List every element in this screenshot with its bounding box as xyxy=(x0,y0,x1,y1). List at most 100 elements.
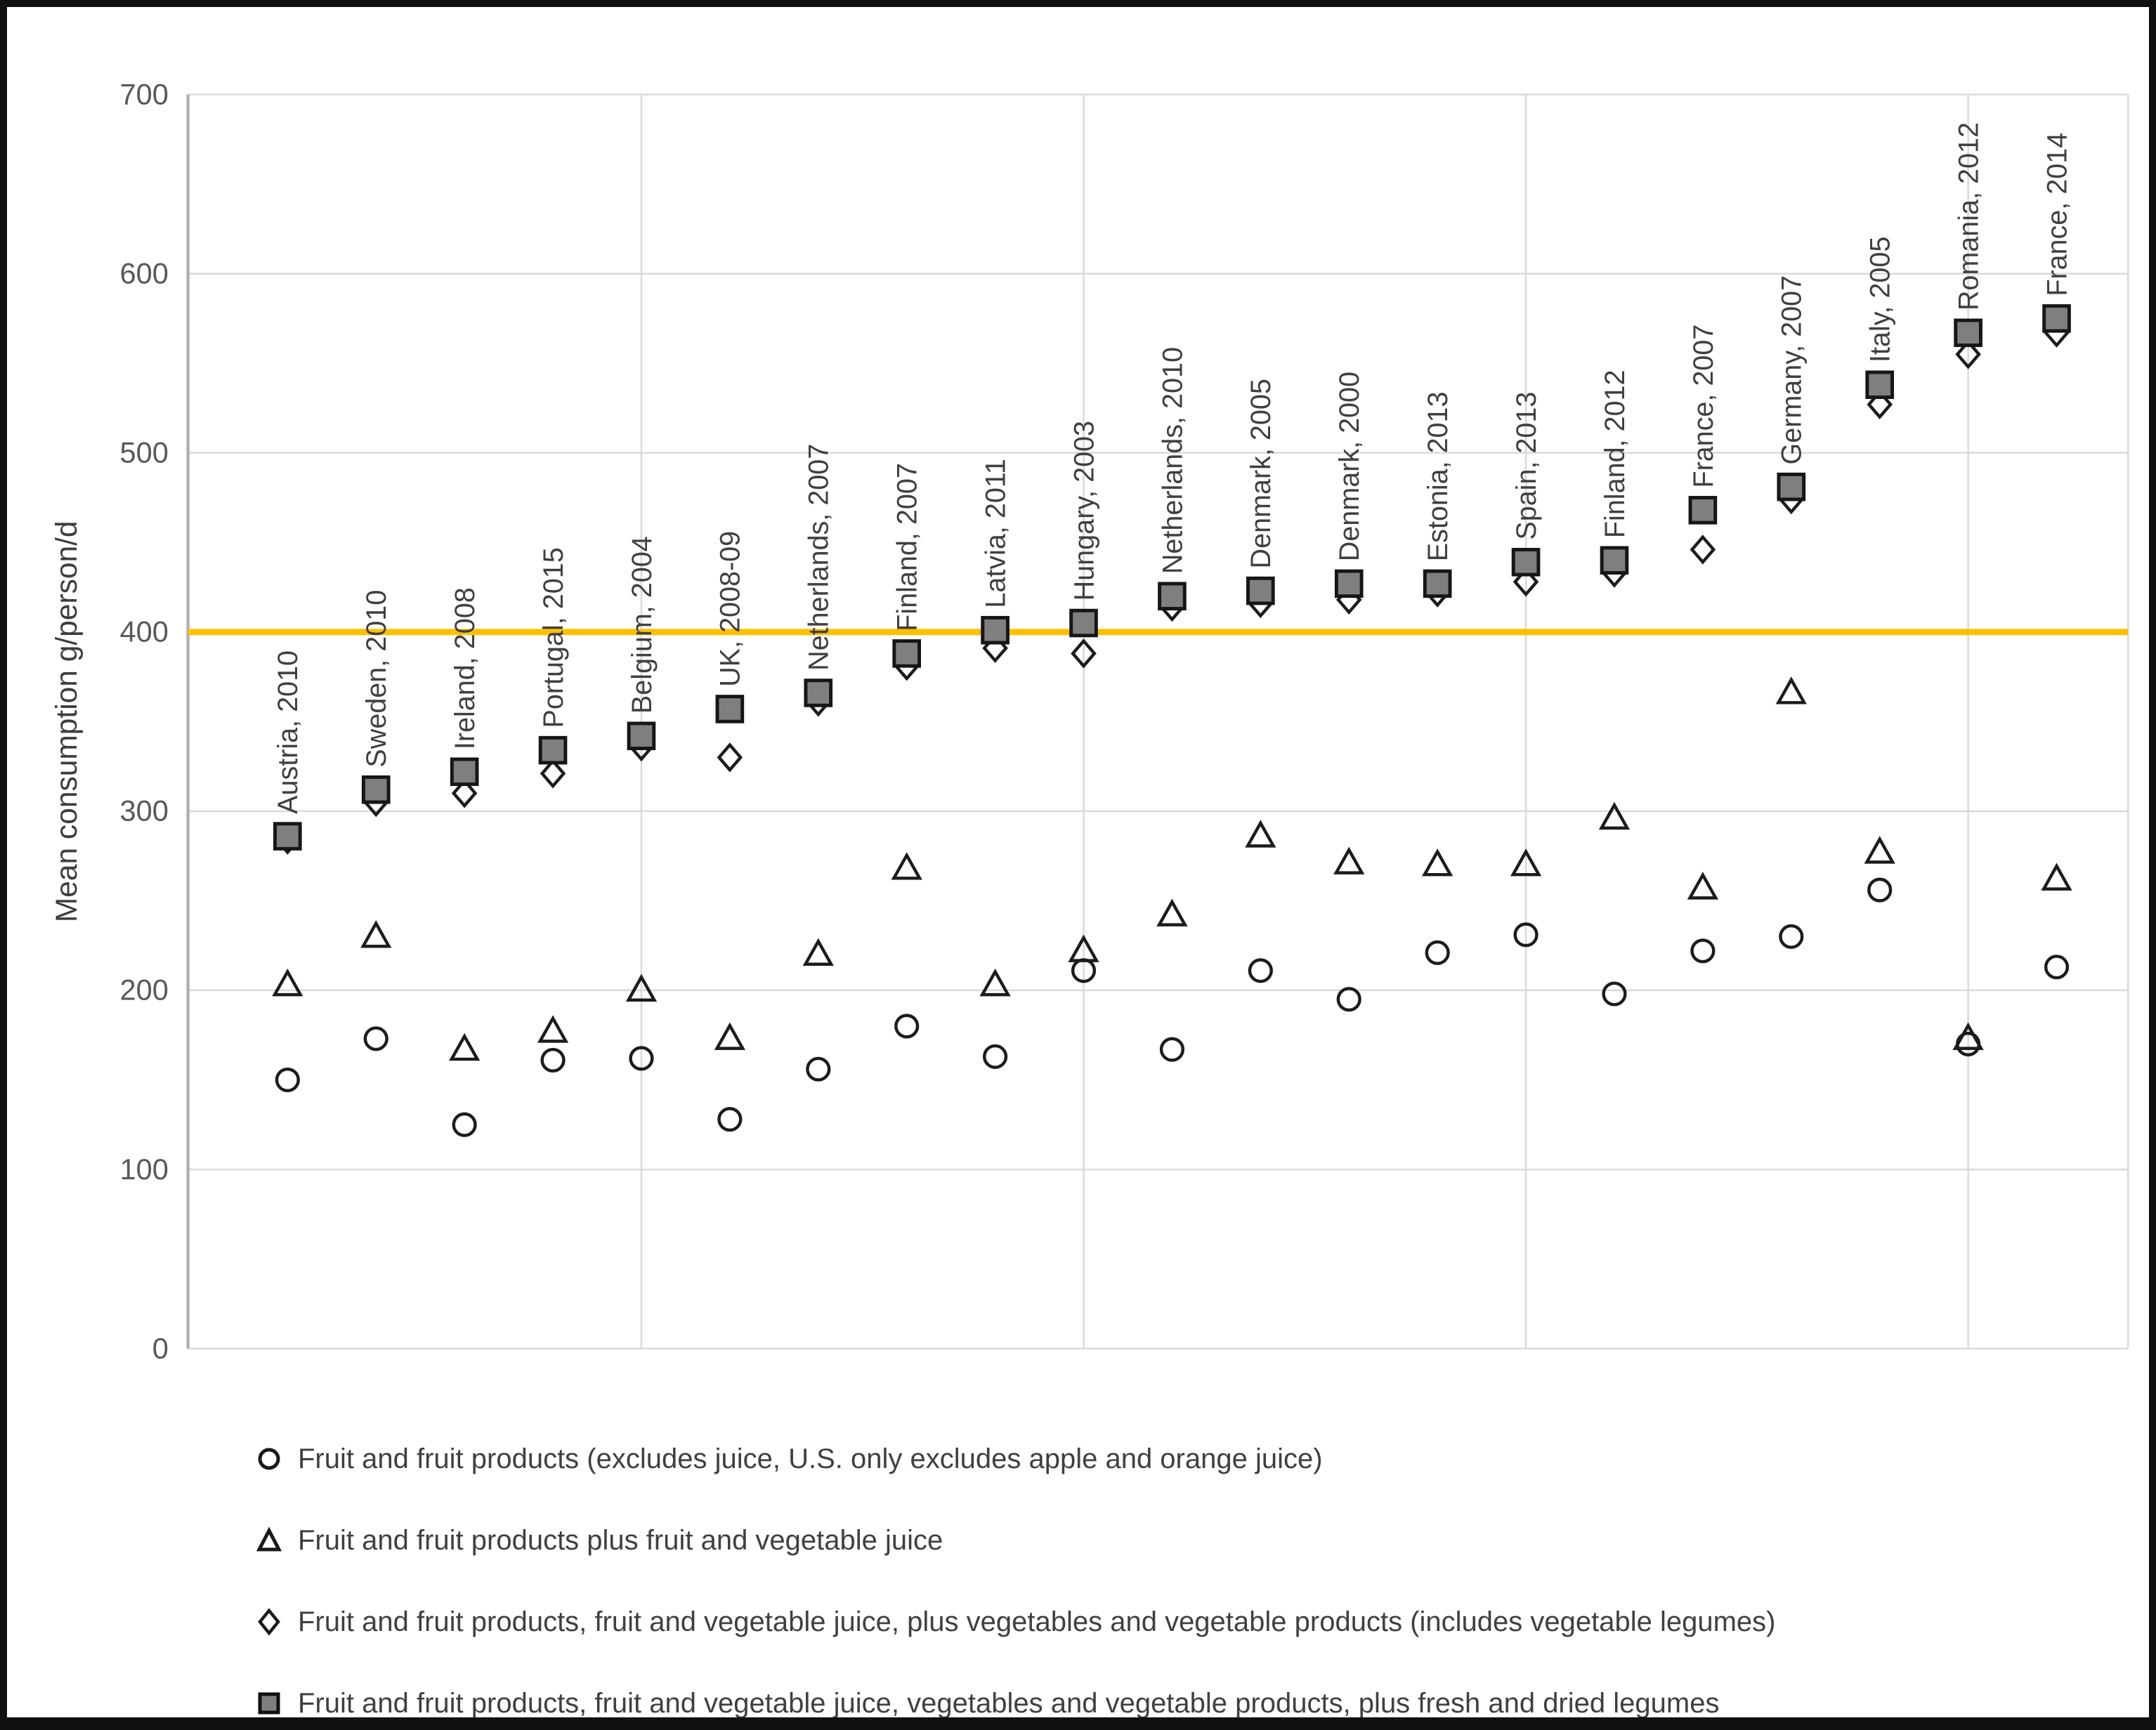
category-label: France, 2014 xyxy=(2041,133,2072,296)
category-label: Finland, 2007 xyxy=(892,463,923,631)
point-square xyxy=(1865,370,1895,400)
point-square xyxy=(715,695,745,723)
point-diamond xyxy=(540,759,566,789)
point-triangle xyxy=(979,968,1011,997)
point-diamond xyxy=(1071,638,1097,669)
category-label: Spain, 2013 xyxy=(1511,392,1542,540)
square-marker-icon xyxy=(258,1692,280,1715)
y-tick-label: 300 xyxy=(119,794,168,827)
circle-marker-icon xyxy=(258,1448,280,1470)
point-square xyxy=(1511,548,1541,577)
category-label: Finland, 2012 xyxy=(1600,370,1631,539)
point-triangle xyxy=(1864,836,1895,864)
category-label: Ireland, 2008 xyxy=(450,587,481,749)
point-circle xyxy=(1159,1037,1185,1062)
legend-label-fruit-juice-vegetables-legumes: Fruit and fruit products, fruit and vege… xyxy=(298,1688,1720,1719)
category-label: Germany, 2007 xyxy=(1777,275,1808,465)
point-triangle xyxy=(1687,872,1719,900)
legend-label-fruit-juice-vegetables: Fruit and fruit products, fruit and vege… xyxy=(298,1606,1776,1637)
point-triangle xyxy=(1952,1022,1984,1050)
point-square xyxy=(361,775,391,804)
point-triangle xyxy=(360,920,392,948)
point-square xyxy=(1688,496,1718,525)
point-square xyxy=(1600,546,1629,575)
category-label: Hungary, 2003 xyxy=(1069,421,1099,601)
y-axis-title: Mean consumption g/person/d xyxy=(50,520,84,922)
point-circle xyxy=(629,1046,654,1071)
point-square xyxy=(273,822,302,851)
category-label: Netherlands, 2010 xyxy=(1157,347,1188,574)
y-tick-label: 100 xyxy=(119,1153,168,1186)
point-circle xyxy=(1690,938,1716,964)
point-triangle xyxy=(1510,848,1542,877)
point-triangle xyxy=(449,1033,481,1061)
category-label: Belgium, 2004 xyxy=(627,536,658,714)
point-square xyxy=(981,615,1010,645)
legend-item-fruit-only: Fruit and fruit products (excludes juice… xyxy=(254,1444,1323,1474)
y-tick-label: 500 xyxy=(119,436,168,469)
point-circle xyxy=(1602,981,1627,1007)
category-label: Denmark, 2000 xyxy=(1334,372,1365,561)
point-circle xyxy=(1779,924,1804,949)
point-circle xyxy=(717,1107,743,1132)
category-label: Denmark, 2005 xyxy=(1246,379,1276,568)
category-label: Netherlands, 2007 xyxy=(804,444,835,671)
point-square xyxy=(538,735,568,765)
category-label: UK, 2008-09 xyxy=(715,531,746,687)
category-label: Estonia, 2013 xyxy=(1423,391,1453,561)
y-tick-label: 700 xyxy=(119,77,168,110)
point-circle xyxy=(540,1047,566,1073)
point-circle xyxy=(983,1044,1008,1069)
point-square xyxy=(1158,582,1187,611)
point-diamond xyxy=(1867,389,1893,420)
point-circle xyxy=(1867,877,1893,903)
point-triangle xyxy=(714,1022,746,1050)
point-square xyxy=(1246,576,1275,605)
point-square xyxy=(1777,472,1806,502)
legend-item-fruit-juice-vegetables: Fruit and fruit products, fruit and vege… xyxy=(254,1607,1775,1637)
point-triangle xyxy=(2041,863,2072,891)
point-triangle xyxy=(1598,801,1631,830)
point-triangle xyxy=(1245,820,1276,848)
point-triangle xyxy=(891,852,922,880)
point-circle xyxy=(1425,940,1450,965)
point-circle xyxy=(806,1056,831,1082)
y-tick-label: 600 xyxy=(119,257,168,290)
point-circle xyxy=(1336,987,1361,1012)
category-label: Portugal, 2015 xyxy=(538,547,569,728)
point-triangle xyxy=(1068,934,1099,962)
point-diamond xyxy=(717,742,743,773)
point-triangle xyxy=(1156,898,1188,926)
point-circle xyxy=(894,1014,920,1039)
category-label: Romania, 2012 xyxy=(1953,122,1984,310)
point-square xyxy=(2042,304,2071,333)
category-label: Latvia, 2011 xyxy=(980,459,1011,608)
point-square xyxy=(892,639,922,668)
point-triangle xyxy=(537,1015,569,1043)
point-square xyxy=(450,757,479,786)
y-tick-label: 0 xyxy=(152,1332,169,1365)
point-diamond xyxy=(451,778,478,808)
point-circle xyxy=(363,1026,388,1051)
y-tick-label: 400 xyxy=(119,615,168,648)
point-diamond xyxy=(1513,567,1539,597)
legend-label-fruit-only: Fruit and fruit products (excludes juice… xyxy=(298,1443,1323,1474)
y-tick-label: 200 xyxy=(119,974,168,1007)
diamond-marker-icon xyxy=(258,1608,280,1636)
point-triangle xyxy=(625,974,658,1002)
point-square xyxy=(627,721,656,750)
point-circle xyxy=(2044,955,2070,980)
point-diamond xyxy=(1690,535,1716,565)
legend-item-fruit-juice-vegetables-legumes: Fruit and fruit products, fruit and vege… xyxy=(254,1688,1720,1719)
point-square xyxy=(1069,608,1098,638)
legend-item-fruit-plus-juice: Fruit and fruit products plus fruit and … xyxy=(254,1526,943,1555)
point-square xyxy=(1334,569,1364,598)
triangle-marker-icon xyxy=(256,1526,282,1552)
point-diamond xyxy=(1955,339,1981,369)
point-triangle xyxy=(1333,846,1365,874)
consumption-scatter-plot: 0 100 200 300 400 500 600 700 Mean consumption g… xyxy=(50,77,2129,1365)
point-circle xyxy=(275,1067,300,1092)
category-label: Sweden, 2010 xyxy=(361,590,392,768)
category-label: Italy, 2005 xyxy=(1865,237,1896,362)
